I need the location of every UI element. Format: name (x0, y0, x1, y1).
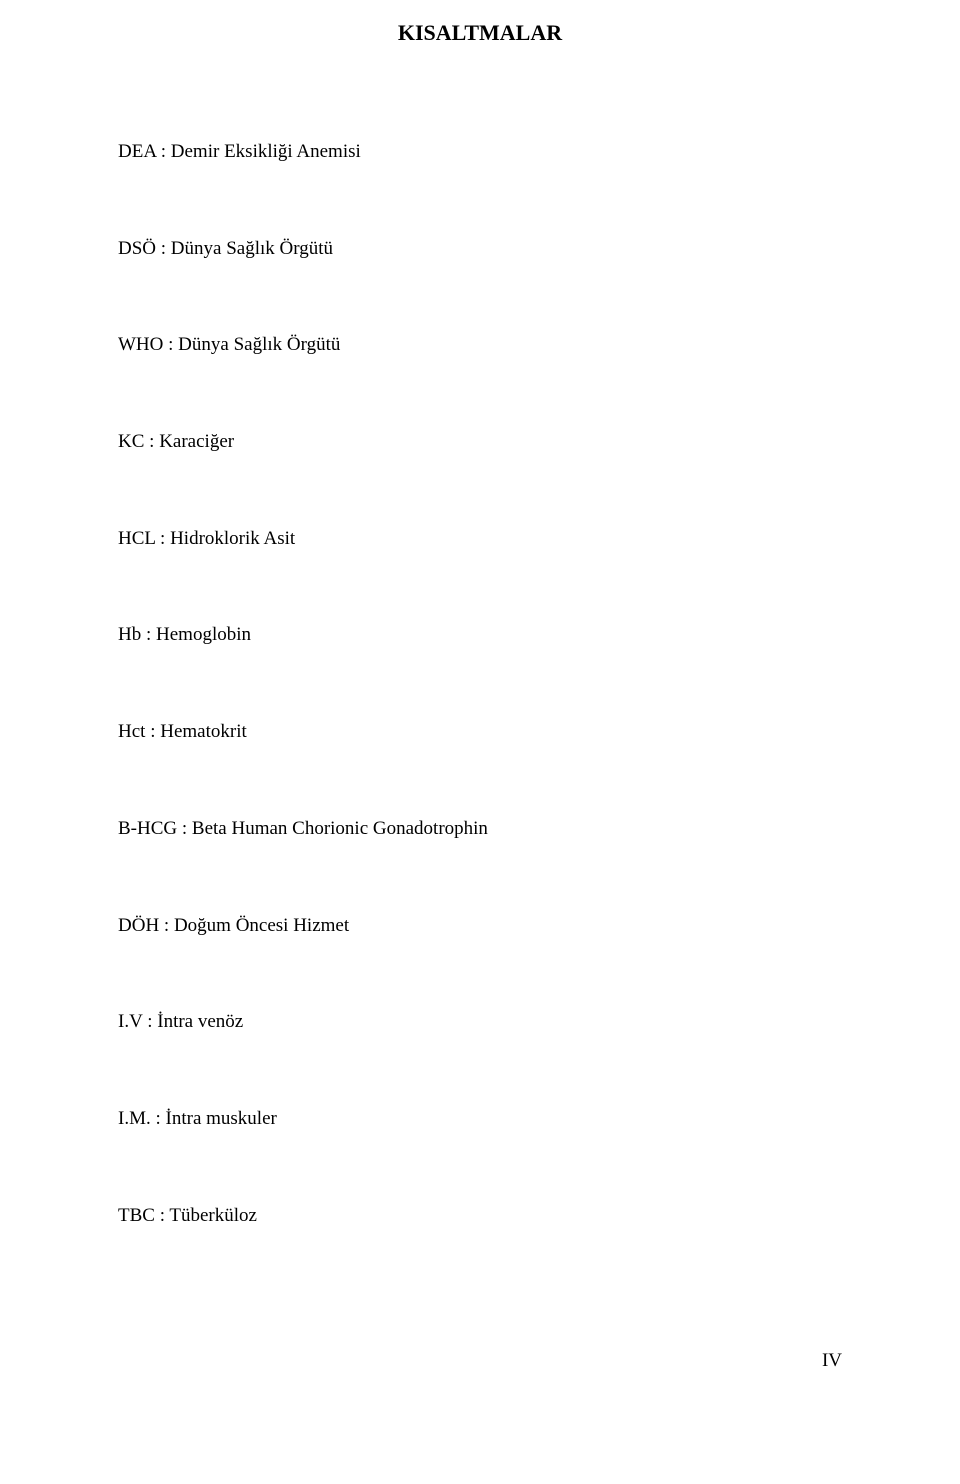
page-title: KISALTMALAR (118, 20, 842, 46)
abbr-entry: DEA : Demir Eksikliği Anemisi (118, 140, 842, 165)
abbr-def: Hemoglobin (156, 624, 251, 645)
abbr-entry: B-HCG : Beta Human Chorionic Gonadotroph… (118, 817, 842, 842)
abbr-entry: I.V : İntra venöz (118, 1010, 842, 1035)
abbr-def: Doğum Öncesi Hizmet (174, 915, 349, 936)
abbr-code: Hct (118, 721, 145, 742)
abbr-sep: : (155, 528, 170, 549)
abbr-sep: : (142, 1011, 157, 1032)
abbr-entry: I.M. : İntra muskuler (118, 1107, 842, 1132)
abbr-def: Beta Human Chorionic Gonadotrophin (192, 818, 488, 839)
abbr-def: Karaciğer (159, 431, 234, 452)
abbr-sep: : (151, 1108, 166, 1129)
abbr-entry: Hct : Hematokrit (118, 720, 842, 745)
abbr-def: Demir Eksikliği Anemisi (171, 141, 361, 162)
abbr-entry: TBC : Tüberküloz (118, 1204, 842, 1229)
abbr-entry: KC : Karaciğer (118, 430, 842, 455)
abbr-sep: : (163, 334, 178, 355)
abbr-def: Hidroklorik Asit (170, 528, 295, 549)
abbr-code: TBC (118, 1205, 155, 1226)
abbr-code: HCL (118, 528, 155, 549)
abbr-sep: : (177, 818, 192, 839)
abbr-code: B-HCG (118, 818, 177, 839)
abbr-code: DEA (118, 141, 156, 162)
abbr-sep: : (155, 1205, 169, 1226)
abbr-def: İntra muskuler (166, 1108, 277, 1129)
abbr-code: I.V (118, 1011, 142, 1032)
abbr-sep: : (159, 915, 174, 936)
abbr-sep: : (156, 141, 171, 162)
abbr-sep: : (144, 431, 159, 452)
abbr-def: Hematokrit (160, 721, 247, 742)
page-container: KISALTMALAR DEA : Demir Eksikliği Anemis… (0, 0, 960, 1228)
abbr-def: İntra venöz (157, 1011, 243, 1032)
page-number: IV (822, 1350, 842, 1372)
abbr-code: DÖH (118, 915, 159, 936)
abbr-entry: DÖH : Doğum Öncesi Hizmet (118, 914, 842, 939)
abbr-entry: Hb : Hemoglobin (118, 623, 842, 648)
abbr-def: Dünya Sağlık Örgütü (171, 238, 333, 259)
abbr-code: KC (118, 431, 144, 452)
abbr-entry: WHO : Dünya Sağlık Örgütü (118, 333, 842, 358)
abbr-def: Dünya Sağlık Örgütü (178, 334, 340, 355)
abbr-entry: HCL : Hidroklorik Asit (118, 527, 842, 552)
abbr-entry: DSÖ : Dünya Sağlık Örgütü (118, 237, 842, 262)
abbr-code: WHO (118, 334, 163, 355)
abbr-code: Hb (118, 624, 141, 645)
abbr-def: Tüberküloz (169, 1205, 257, 1226)
abbr-code: DSÖ (118, 238, 156, 259)
abbr-sep: : (145, 721, 160, 742)
abbr-sep: : (156, 238, 171, 259)
abbr-code: I.M. (118, 1108, 151, 1129)
abbr-sep: : (141, 624, 156, 645)
